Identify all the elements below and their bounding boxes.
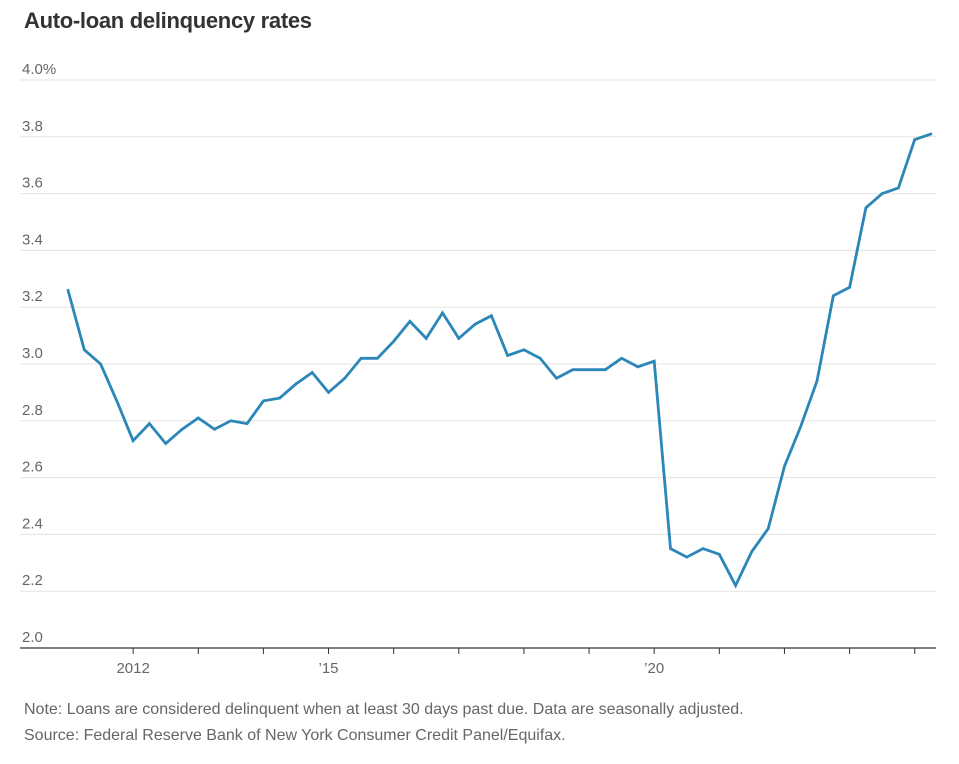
data-point <box>424 337 428 340</box>
gridlines <box>20 79 936 592</box>
chart-note: Note: Loans are considered delinquent wh… <box>24 701 744 718</box>
data-point <box>766 527 770 531</box>
data-point <box>245 422 249 425</box>
chart-source: Source: Federal Reserve Bank of New York… <box>24 727 566 744</box>
data-point <box>164 442 167 445</box>
data-point <box>196 416 200 420</box>
data-point <box>604 368 607 371</box>
y-tick-label: 2.4 <box>22 515 43 532</box>
y-tick-label: 3.6 <box>22 175 43 192</box>
data-point <box>278 396 281 400</box>
x-tick-label: ’15 <box>319 660 339 677</box>
chart-title: Auto-loan delinquency rates <box>24 8 312 33</box>
y-tick-label: 4.0% <box>22 61 56 78</box>
data-point <box>636 365 640 369</box>
y-tick-label: 3.4 <box>22 231 43 248</box>
data-point <box>457 337 461 340</box>
x-tick-label: ’20 <box>644 660 664 677</box>
data-point <box>506 354 509 357</box>
data-point <box>327 391 330 394</box>
data-point <box>408 320 412 323</box>
data-point <box>913 138 917 141</box>
data-point <box>701 547 705 550</box>
data-point <box>555 376 558 380</box>
data-point <box>848 286 851 289</box>
x-tick-label: 2012 <box>116 660 149 677</box>
data-point <box>929 132 933 136</box>
data-point <box>148 422 151 425</box>
data-point <box>669 547 672 550</box>
y-tick-label: 3.2 <box>22 288 43 305</box>
data-point <box>538 357 542 360</box>
data-point <box>799 425 803 428</box>
data-point <box>294 382 298 386</box>
y-tick-label: 2.0 <box>22 629 43 646</box>
data-point <box>897 186 900 190</box>
y-tick-label: 2.8 <box>22 402 43 419</box>
data-point <box>750 550 754 553</box>
data-point <box>473 322 477 326</box>
data-point <box>66 288 70 292</box>
data-point <box>115 399 119 403</box>
data-point <box>620 357 623 360</box>
series <box>66 132 933 589</box>
y-tick-label: 3.8 <box>22 118 43 135</box>
data-point <box>262 399 265 403</box>
data-point <box>587 368 591 371</box>
data-point <box>376 357 379 360</box>
data-point <box>832 294 835 298</box>
y-tick-label: 3.0 <box>22 345 43 362</box>
data-point <box>734 584 737 587</box>
data-point <box>880 192 884 195</box>
data-point <box>864 206 868 210</box>
delinquency-rate-line <box>66 132 932 589</box>
y-tick-label: 2.2 <box>22 572 43 589</box>
data-point <box>229 419 233 423</box>
x-axis-ticks: 2012 ’15 ’20 <box>116 648 916 677</box>
data-point <box>571 368 575 371</box>
data-point <box>718 552 721 556</box>
data-point <box>441 311 444 315</box>
y-axis-tick-labels: 2.0 2.2 2.4 2.6 2.8 3.0 3.2 3.4 3.6 3.8 4.0% <box>22 61 56 646</box>
data-point <box>131 439 135 442</box>
data-point <box>180 428 184 431</box>
data-point <box>490 314 493 318</box>
data-point <box>213 428 216 431</box>
data-point <box>359 357 363 360</box>
data-point <box>783 464 786 468</box>
data-point <box>343 376 347 380</box>
data-point <box>82 348 86 352</box>
data-point <box>685 555 689 559</box>
data-point <box>99 362 102 366</box>
y-tick-label: 2.6 <box>22 459 43 476</box>
data-point <box>522 348 526 352</box>
data-point <box>815 379 819 383</box>
data-point <box>652 359 656 363</box>
data-point <box>310 371 314 374</box>
data-point <box>392 339 395 343</box>
